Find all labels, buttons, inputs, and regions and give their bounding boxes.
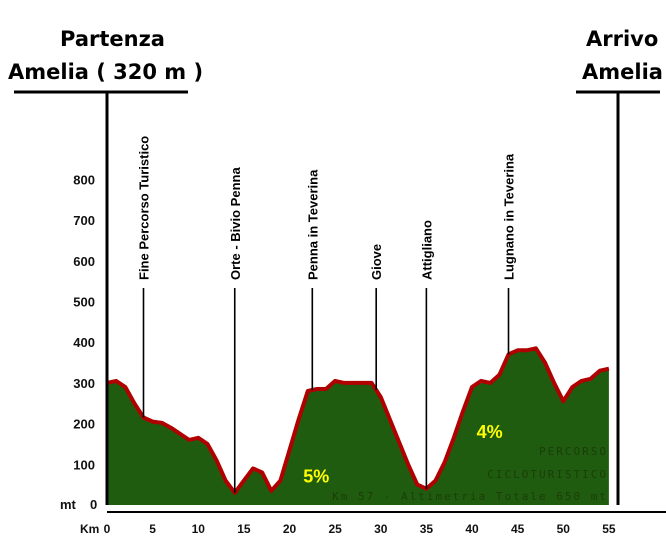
y-tick-label: 100 [73, 457, 95, 472]
y-tick-label: 800 [73, 172, 95, 187]
x-tick-label: 15 [237, 522, 251, 536]
end-subtitle: Amelia [582, 60, 663, 84]
x-tick-label: 5 [149, 522, 156, 536]
x-tick-label: 25 [328, 522, 342, 536]
end-title: Arrivo [586, 27, 659, 51]
gradient-label: 5% [303, 467, 329, 487]
y-tick-label: 600 [73, 254, 95, 269]
y-unit-label: mt [60, 497, 77, 512]
waypoint-label: Attigliano [419, 220, 434, 280]
x-tick-label: 20 [283, 522, 297, 536]
y-tick-label: 200 [73, 417, 95, 432]
waypoint-label: Giove [369, 244, 384, 280]
y-tick-label: 300 [73, 376, 95, 391]
x-tick-label: 0 [104, 522, 111, 536]
y-tick-label: 500 [73, 295, 95, 310]
waypoint-label: Fine Percorso Turistico [137, 136, 152, 280]
x-unit-label: Km [80, 522, 99, 536]
route-note: Km 57 - Altimetria Totale 650 mt [332, 490, 608, 503]
y-tick-label: 0 [90, 497, 97, 512]
waypoint-label: Orte - Bivio Penna [228, 167, 243, 280]
elevation-line [106, 346, 610, 495]
route-note: PERCORSO [539, 445, 608, 458]
x-tick-label: 55 [602, 522, 616, 536]
x-tick-label: 10 [192, 522, 206, 536]
route-note: CICLOTURISTICO [487, 468, 608, 481]
y-tick-label: 700 [73, 213, 95, 228]
elevation-area [107, 348, 609, 505]
x-tick-label: 40 [465, 522, 479, 536]
gradient-label: 4% [477, 422, 503, 442]
start-title: Partenza [60, 27, 165, 51]
waypoint-label: Penna in Teverina [305, 169, 320, 280]
x-tick-label: 30 [374, 522, 388, 536]
x-tick-label: 45 [511, 522, 525, 536]
x-tick-label: 35 [420, 522, 434, 536]
x-tick-label: 50 [557, 522, 571, 536]
waypoint-label: Lugnano in Teverina [502, 153, 517, 280]
y-tick-label: 400 [73, 335, 95, 350]
start-subtitle: Amelia ( 320 m ) [8, 60, 204, 84]
